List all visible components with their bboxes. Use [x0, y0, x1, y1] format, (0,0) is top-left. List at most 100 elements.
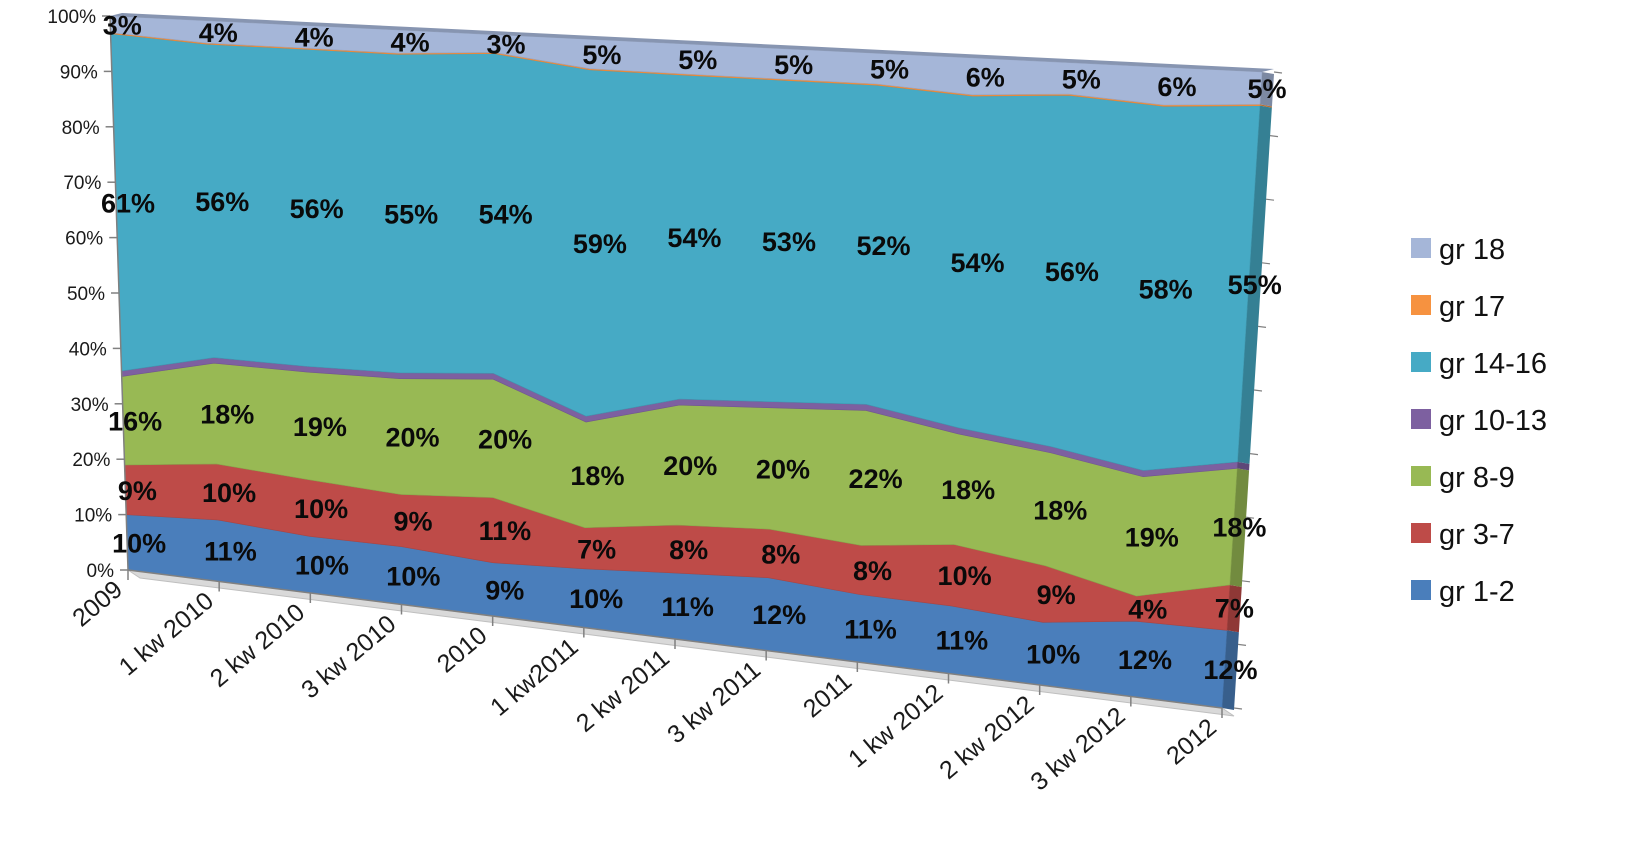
data-label: 55% [384, 200, 438, 230]
y-tick-mark-right [1245, 516, 1255, 519]
data-label: 4% [295, 23, 334, 53]
data-label: 11% [479, 516, 532, 546]
y-tick-mark-right [1233, 707, 1243, 710]
data-label: 18% [1212, 513, 1266, 543]
data-label: 9% [485, 575, 524, 605]
x-category-label: 2010 [432, 621, 493, 678]
data-label: 56% [1045, 257, 1099, 287]
data-label: 10% [938, 561, 992, 591]
legend-label: gr 8-9 [1439, 462, 1515, 494]
data-label: 11% [844, 614, 897, 644]
legend-label: gr 3-7 [1439, 519, 1515, 551]
data-label: 54% [667, 223, 721, 253]
data-label: 19% [1125, 522, 1179, 552]
legend-swatch [1411, 295, 1431, 315]
legend-label: gr 10-13 [1439, 405, 1547, 437]
data-label: 9% [118, 476, 157, 506]
data-label: 5% [1247, 74, 1286, 104]
area-side-gr-3-7 [1226, 584, 1242, 633]
data-label: 7% [577, 534, 616, 564]
data-label: 11% [204, 537, 257, 567]
y-tick-mark-right [1261, 262, 1271, 265]
data-label: 4% [1128, 595, 1167, 625]
x-category-label: 2011 [798, 667, 857, 723]
data-label: 9% [1037, 580, 1076, 610]
data-label: 20% [385, 423, 439, 453]
x-category-label: 2009 [67, 575, 128, 632]
data-label: 5% [1062, 64, 1101, 94]
legend-swatch [1411, 580, 1431, 600]
legend-swatch [1411, 466, 1431, 486]
legend-label: gr 1-2 [1439, 576, 1515, 608]
data-label: 10% [294, 494, 348, 524]
data-label: 18% [200, 400, 254, 430]
area-side-gr-18 [1259, 72, 1274, 107]
area-top-edge [110, 13, 1274, 72]
y-tick-label: 70% [63, 173, 101, 194]
data-label: 10% [112, 528, 166, 558]
data-label: 12% [1203, 655, 1257, 685]
data-label: 10% [295, 551, 349, 581]
y-tick-label: 80% [62, 118, 100, 139]
y-tick-mark-right [1253, 389, 1263, 392]
legend-label: gr 18 [1439, 234, 1505, 266]
x-category-label: 2 kw 2010 [205, 598, 310, 693]
data-label: 54% [951, 248, 1005, 278]
data-label: 55% [1228, 270, 1282, 300]
data-label: 3% [486, 30, 525, 60]
data-label: 59% [573, 229, 627, 259]
data-label: 54% [479, 199, 533, 229]
data-label: 10% [1026, 640, 1080, 670]
y-tick-label: 60% [65, 229, 103, 250]
data-label: 20% [478, 424, 532, 454]
y-tick-label: 10% [74, 506, 112, 527]
data-label: 8% [669, 535, 708, 565]
y-tick-label: 40% [69, 339, 107, 360]
y-tick-label: 50% [67, 284, 105, 305]
data-label: 5% [774, 50, 813, 80]
data-label: 58% [1139, 274, 1193, 304]
data-label: 12% [752, 600, 806, 630]
data-label: 16% [108, 407, 162, 437]
data-label: 12% [1118, 645, 1172, 675]
data-label: 7% [1215, 594, 1254, 624]
y-tick-label: 100% [47, 7, 96, 28]
data-label: 52% [856, 231, 910, 261]
x-category-label: 1 kw2011 [485, 633, 584, 722]
data-label: 4% [391, 28, 430, 58]
y-tick-label: 0% [87, 561, 115, 582]
y-tick-mark-right [1273, 71, 1283, 74]
x-category-label: 3 kw 2010 [296, 610, 401, 705]
data-label: 11% [936, 626, 989, 656]
data-label: 22% [849, 464, 903, 494]
data-label: 8% [853, 556, 892, 586]
area-side-gr-8-9 [1229, 468, 1250, 587]
data-label: 10% [569, 584, 623, 614]
data-label: 5% [870, 55, 909, 85]
data-label: 18% [570, 461, 624, 491]
data-label: 11% [661, 592, 714, 622]
data-label: 6% [1157, 72, 1196, 102]
data-label: 5% [582, 40, 621, 70]
data-label: 20% [663, 451, 717, 481]
y-tick-mark-right [1257, 325, 1267, 328]
data-label: 6% [966, 62, 1005, 92]
legend-swatch [1411, 523, 1431, 543]
data-label: 8% [761, 539, 800, 569]
data-label: 5% [678, 45, 717, 75]
legend-label: gr 14-16 [1439, 348, 1547, 380]
y-tick-mark-right [1237, 643, 1247, 646]
data-label: 53% [762, 227, 816, 257]
legend-swatch [1411, 238, 1431, 258]
data-label: 20% [756, 454, 810, 484]
x-category-label: 1 kw 2012 [843, 679, 948, 774]
data-label: 18% [1033, 495, 1087, 525]
area-side-gr-1-2 [1222, 630, 1239, 710]
area-side-gr-17 [1259, 104, 1272, 108]
y-tick-label: 90% [60, 62, 98, 83]
y-tick-mark-right [1269, 135, 1279, 138]
data-label: 10% [202, 478, 256, 508]
y-tick-label: 30% [71, 395, 109, 416]
